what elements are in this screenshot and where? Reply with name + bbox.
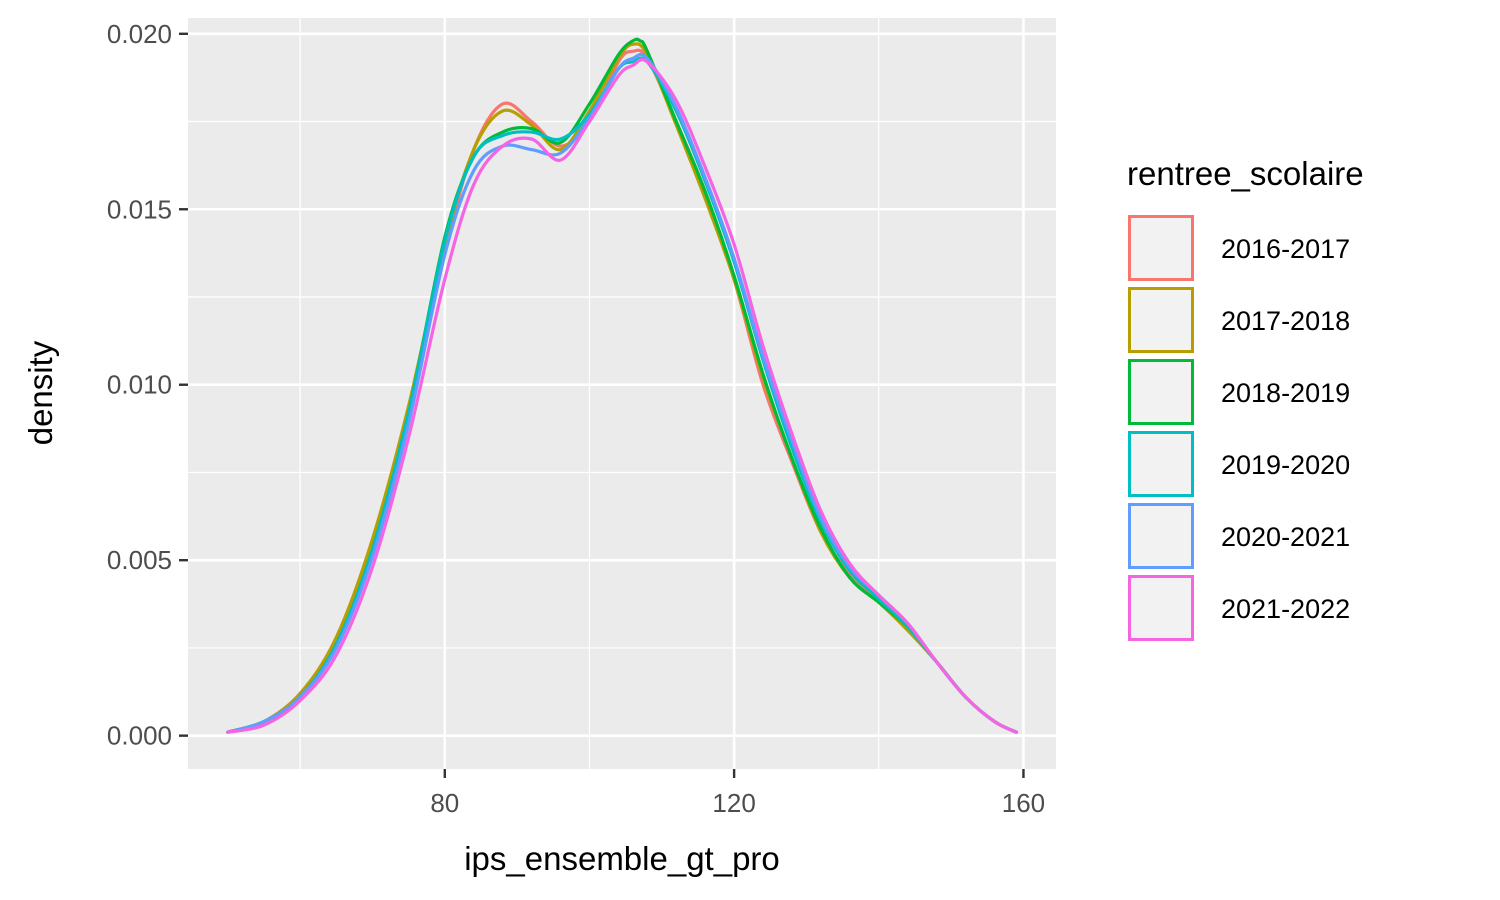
legend-key-background bbox=[1128, 575, 1194, 641]
legend-label: 2018-2019 bbox=[1221, 378, 1350, 408]
legend-title: rentree_scolaire bbox=[1127, 155, 1364, 192]
y-axis-title: density bbox=[22, 340, 59, 445]
legend-key-background bbox=[1128, 431, 1194, 497]
legend-item: 2017-2018 bbox=[1128, 287, 1350, 353]
legend-key-swatch bbox=[1128, 359, 1194, 425]
legend-label: 2020-2021 bbox=[1221, 522, 1350, 552]
legend-item: 2019-2020 bbox=[1128, 431, 1350, 497]
major-gridlines bbox=[188, 18, 1056, 769]
legend-label: 2021-2022 bbox=[1221, 594, 1350, 624]
x-tick-label: 160 bbox=[1002, 788, 1045, 818]
legend-key-swatch bbox=[1128, 287, 1194, 353]
density-line-2021-2022 bbox=[226, 58, 1018, 734]
legend-item: 2016-2017 bbox=[1128, 215, 1350, 281]
legend-key-background bbox=[1128, 503, 1194, 569]
y-tick-label: 0.020 bbox=[107, 19, 172, 49]
x-tick-label: 80 bbox=[430, 788, 459, 818]
legend-key-swatch bbox=[1128, 503, 1194, 569]
legend-items: 2016-2017 2017-2018 2018-2019 2019-2020 2020… bbox=[1128, 215, 1350, 641]
y-tick-label: 0.000 bbox=[107, 721, 172, 751]
legend-key-swatch bbox=[1128, 575, 1194, 641]
y-tick-label: 0.005 bbox=[107, 545, 172, 575]
legend-item: 2018-2019 bbox=[1128, 359, 1350, 425]
legend-key-swatch bbox=[1128, 215, 1194, 281]
x-tick-label: 120 bbox=[712, 788, 755, 818]
legend-item: 2021-2022 bbox=[1128, 575, 1350, 641]
density-line-2019-2020 bbox=[226, 56, 1018, 734]
legend-item: 2020-2021 bbox=[1128, 503, 1350, 569]
y-axis: 0.000 0.005 0.010 0.015 0.020 bbox=[107, 19, 188, 751]
x-axis: 80 120 160 bbox=[430, 769, 1045, 818]
legend-key-background bbox=[1128, 215, 1194, 281]
legend-label: 2017-2018 bbox=[1221, 306, 1350, 336]
density-curves bbox=[226, 37, 1018, 734]
x-axis-title: ips_ensemble_gt_pro bbox=[464, 840, 780, 877]
legend-label: 2019-2020 bbox=[1221, 450, 1350, 480]
legend: rentree_scolaire 2016-2017 2017-2018 2018-… bbox=[1127, 155, 1364, 641]
y-tick-label: 0.015 bbox=[107, 194, 172, 224]
legend-label: 2016-2017 bbox=[1221, 234, 1350, 264]
y-tick-label: 0.010 bbox=[107, 370, 172, 400]
legend-key-background bbox=[1128, 359, 1194, 425]
legend-key-swatch bbox=[1128, 431, 1194, 497]
legend-key-background bbox=[1128, 287, 1194, 353]
plot-panel bbox=[188, 18, 1056, 769]
